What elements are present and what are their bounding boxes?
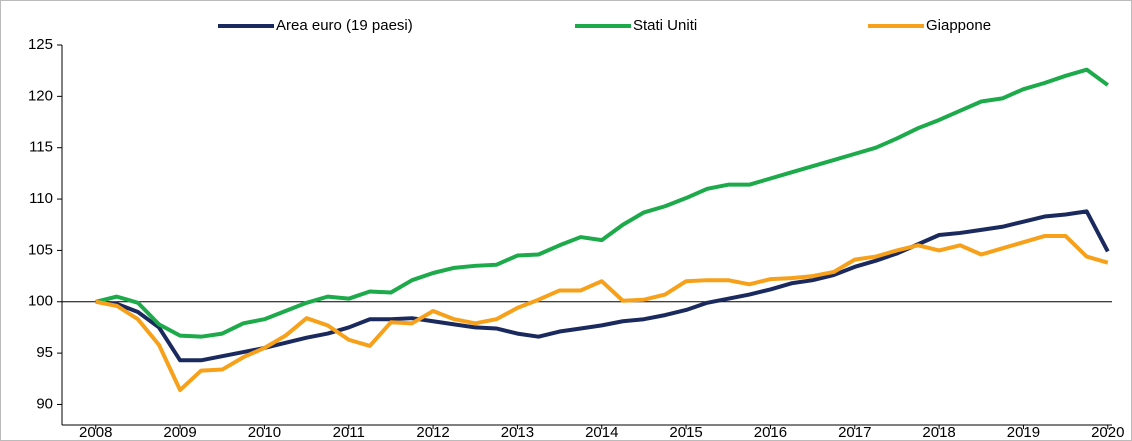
y-tick-label: 95 [36,344,53,361]
x-tick-label: 2009 [163,424,196,441]
series-line [95,209,1110,363]
y-tick-label: 125 [28,36,53,53]
x-tick-label: 2017 [838,424,871,441]
y-tick-label: 90 [36,395,53,412]
x-tick-label: 2019 [1007,424,1040,441]
x-tick-label: 2008 [79,424,112,441]
x-tick-label: 2020 [1091,424,1124,441]
y-tick-label: 105 [28,241,53,258]
x-tick-label: 2011 [333,424,365,441]
x-tick-label: 2018 [922,424,955,441]
y-tick-label: 115 [29,139,53,156]
legend-label: Area euro (19 paesi) [276,17,413,34]
x-tick-label: 2012 [416,424,449,441]
series-line [95,67,1109,339]
series-line [95,234,1109,393]
x-tick-label: 2015 [669,424,702,441]
y-tick-label: 110 [29,190,53,207]
y-tick-label: 100 [28,293,53,310]
x-tick-label: 2014 [585,424,618,441]
x-tick-label: 2013 [501,424,534,441]
legend-label: Giappone [926,17,991,34]
x-tick-label: 2010 [248,424,281,441]
legend-label: Stati Uniti [633,17,697,34]
y-tick-label: 120 [28,87,53,104]
x-tick-label: 2016 [754,424,787,441]
